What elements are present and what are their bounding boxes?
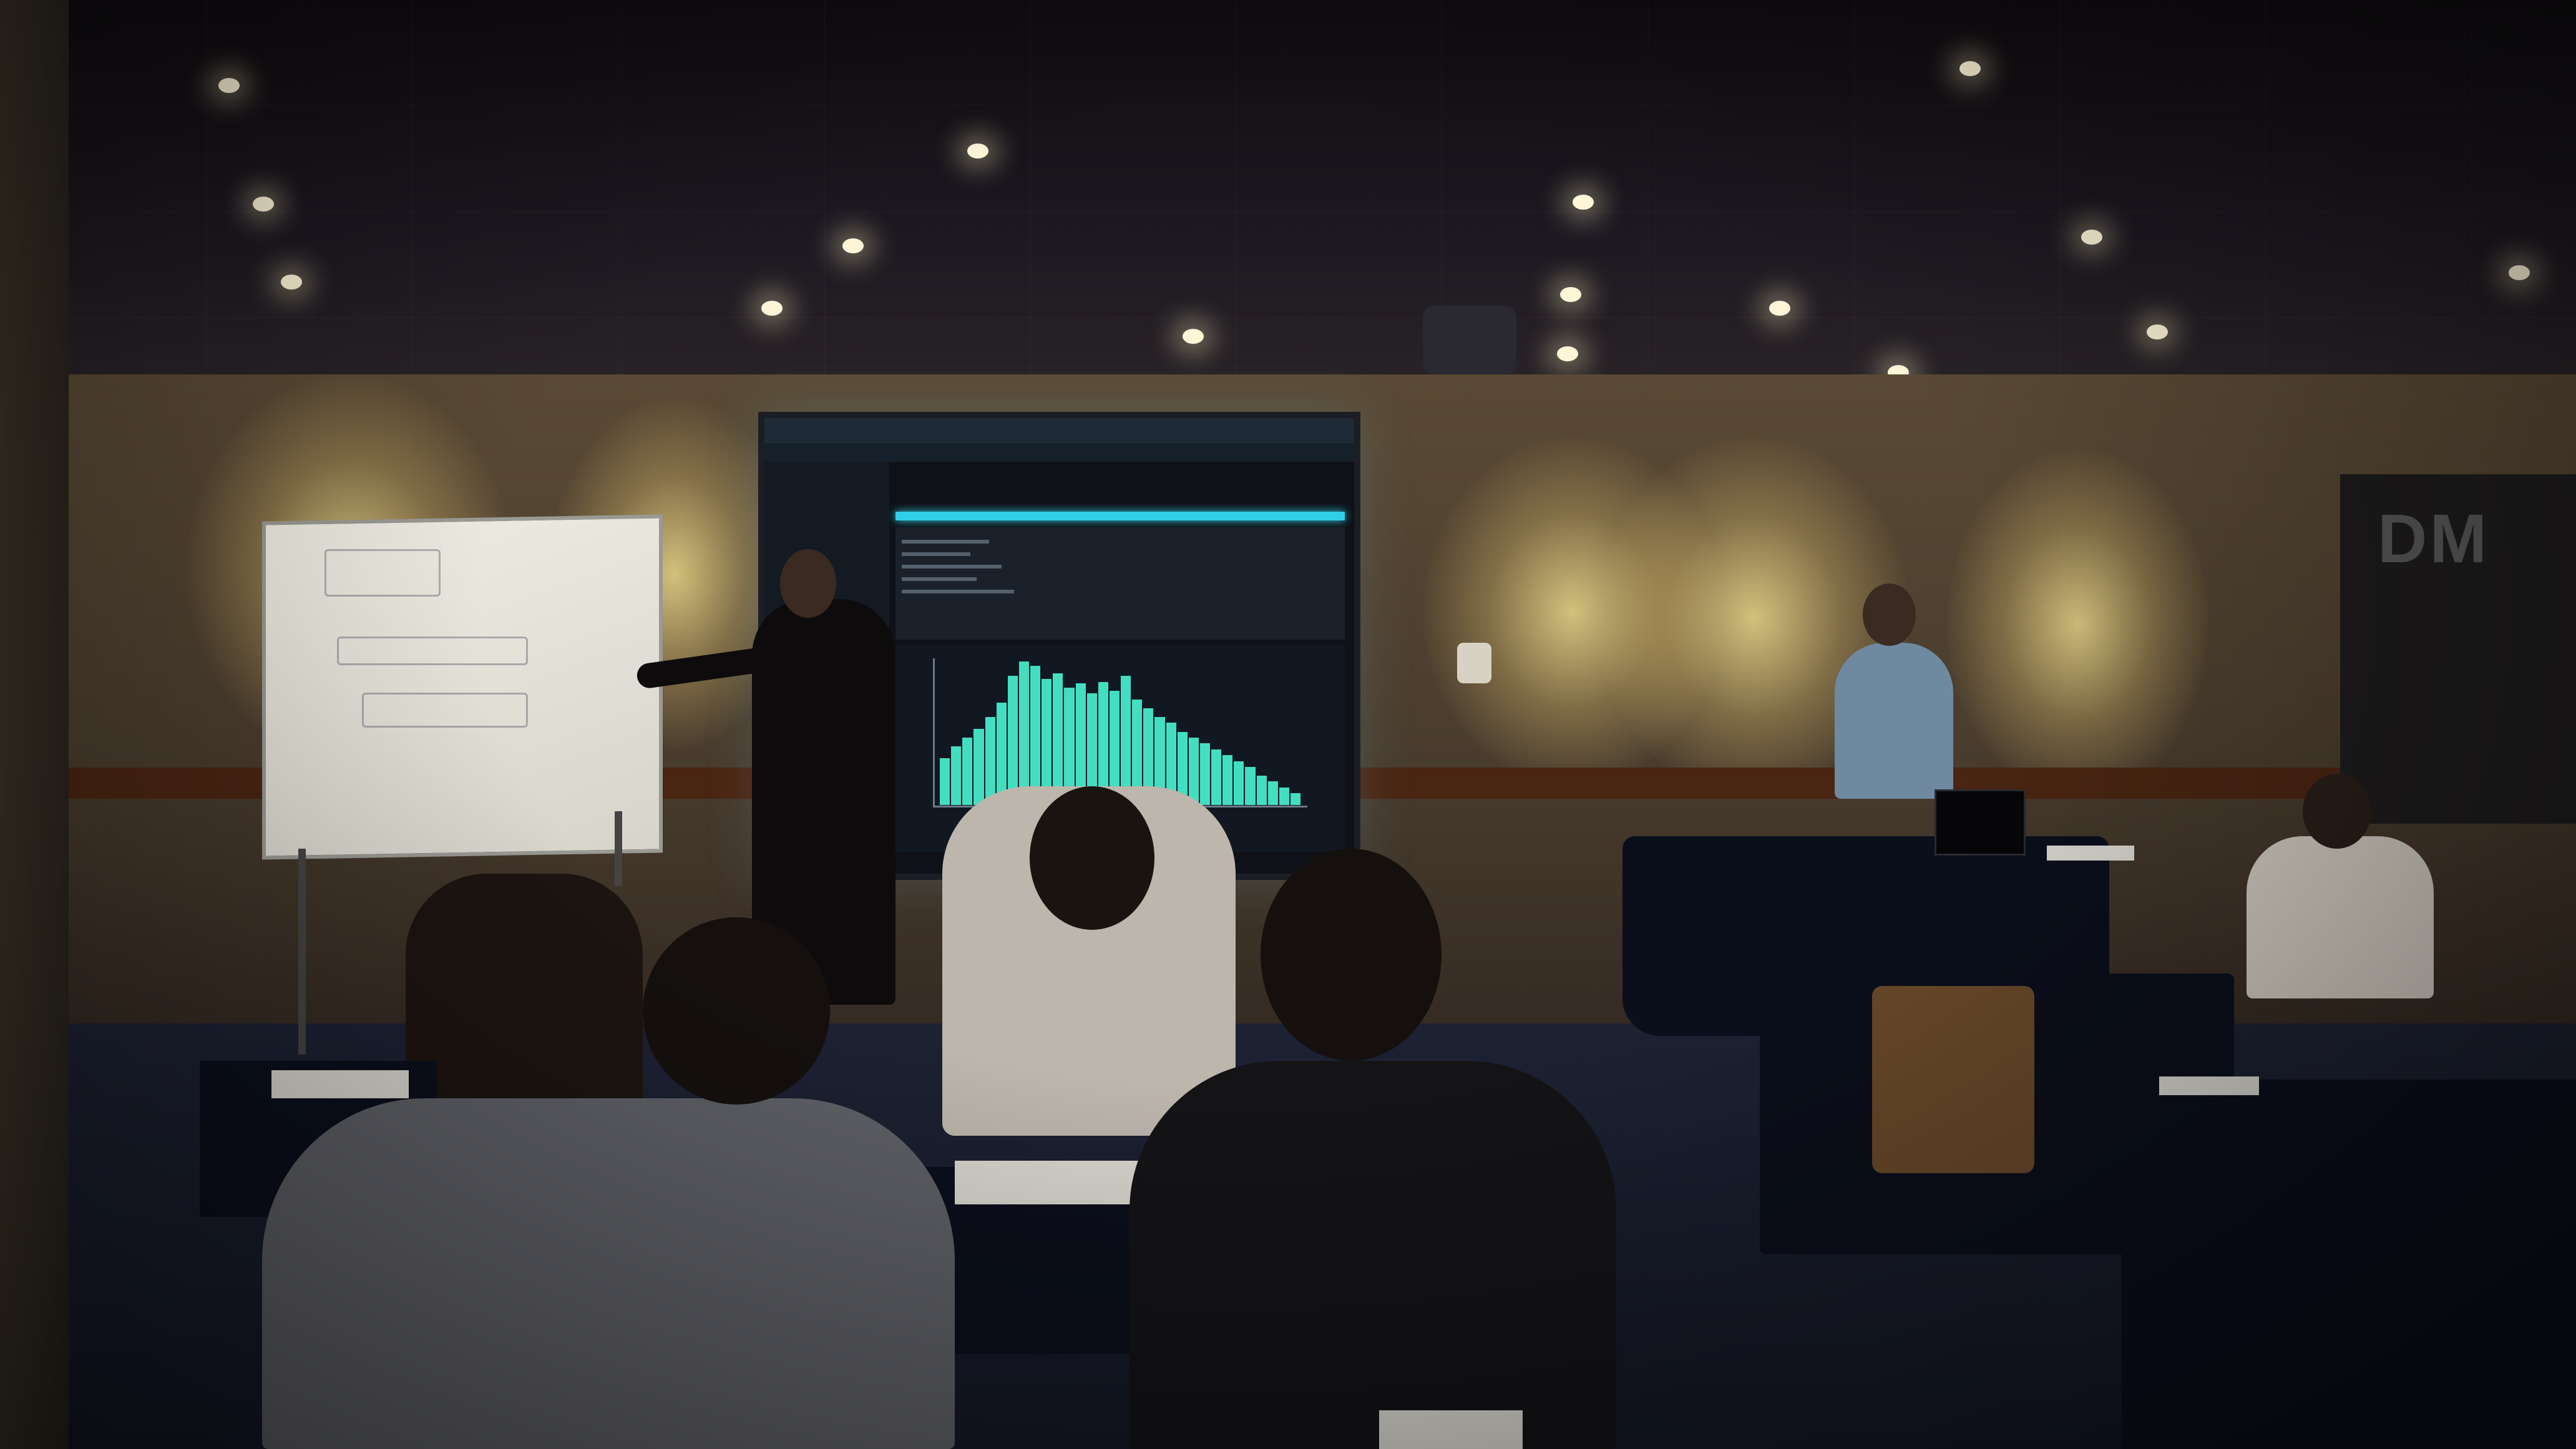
paper-sheet — [271, 1070, 409, 1098]
histogram-bar — [1267, 781, 1278, 805]
histogram-bar — [962, 737, 973, 805]
banner-logo-text: DM — [2378, 500, 2490, 577]
ceiling-tiles — [0, 0, 2576, 399]
laptop — [1934, 789, 2026, 856]
paper-sheet — [2047, 846, 2134, 861]
screen-text-line — [902, 577, 977, 581]
ceiling-projector — [1423, 306, 1516, 374]
histogram-bar — [1030, 665, 1041, 805]
histogram-bar — [1018, 661, 1029, 805]
ceiling-light — [253, 197, 274, 212]
screen-text-line — [902, 590, 1014, 593]
chair — [1872, 986, 2034, 1173]
histogram-bar — [1199, 743, 1210, 805]
whiteboard-scribble — [324, 549, 441, 597]
screen-highlight-bar — [895, 512, 1345, 520]
screen-app-titlebar — [764, 418, 1354, 443]
attendee-foreground-center-head — [1261, 849, 1442, 1061]
screen-data-panel — [895, 527, 1345, 640]
attendee-table — [2122, 1080, 2576, 1449]
screen-text-line — [902, 540, 989, 544]
ceiling-light — [2147, 324, 2168, 339]
histogram-bar — [1121, 676, 1131, 805]
histogram-bar — [1007, 676, 1018, 805]
ceiling-light — [761, 301, 783, 316]
ceiling-light — [1573, 195, 1594, 210]
whiteboard-stand-leg — [615, 811, 622, 886]
attendee-foreground-left-head — [643, 917, 830, 1105]
histogram-bar — [1222, 755, 1233, 805]
ceiling-light — [967, 144, 988, 159]
whiteboard-scribble — [337, 637, 528, 665]
ceiling-light — [1557, 346, 1578, 361]
presenter-head — [780, 549, 836, 618]
screen-text-line — [902, 565, 1002, 568]
attendee-foreground-center-body — [1129, 1061, 1616, 1449]
wall-thermostat — [1457, 643, 1491, 683]
whiteboard-scribble — [362, 693, 528, 728]
wall-spotlight — [1947, 449, 2209, 799]
histogram-bar — [1245, 766, 1256, 805]
histogram-bar — [973, 728, 984, 805]
ceiling-light — [2509, 265, 2530, 280]
histogram-bar — [985, 717, 995, 805]
histogram-bar — [1234, 761, 1244, 805]
histogram-bar — [1279, 787, 1289, 805]
paper-sheet — [1379, 1410, 1523, 1449]
screen-app-tabs — [764, 443, 1354, 462]
histogram-plot-area — [939, 658, 1301, 805]
histogram-bar — [940, 758, 950, 805]
ceiling-light — [1183, 329, 1204, 344]
second-presenter-head — [1863, 583, 1916, 646]
histogram-bar — [1290, 793, 1300, 805]
histogram-bar — [951, 746, 962, 805]
second-presenter-body — [1835, 643, 1953, 799]
whiteboard-stand-leg — [298, 849, 306, 1055]
ceiling-light — [2081, 230, 2102, 245]
ceiling-light — [1560, 287, 1581, 302]
attendee-foreground-left-body — [262, 1098, 955, 1449]
paper-sheet — [2159, 1076, 2259, 1095]
histogram-y-axis — [933, 658, 935, 807]
left-wall — [0, 0, 69, 1449]
ceiling-light — [1769, 301, 1790, 316]
histogram-bar — [1211, 749, 1222, 805]
whiteboard — [262, 514, 663, 860]
histogram-bar — [1188, 737, 1199, 805]
ceiling-light — [218, 78, 240, 93]
attendee-right-body — [2247, 836, 2434, 998]
attendee-head — [1030, 786, 1154, 930]
ceiling-light — [842, 238, 864, 253]
attendee-right-head — [2303, 774, 2371, 849]
ceiling-light — [281, 275, 302, 290]
screen-text-line — [902, 552, 970, 556]
histogram-bar — [1053, 673, 1063, 805]
histogram-bar — [1256, 776, 1267, 805]
ceiling-light — [1959, 61, 1981, 76]
